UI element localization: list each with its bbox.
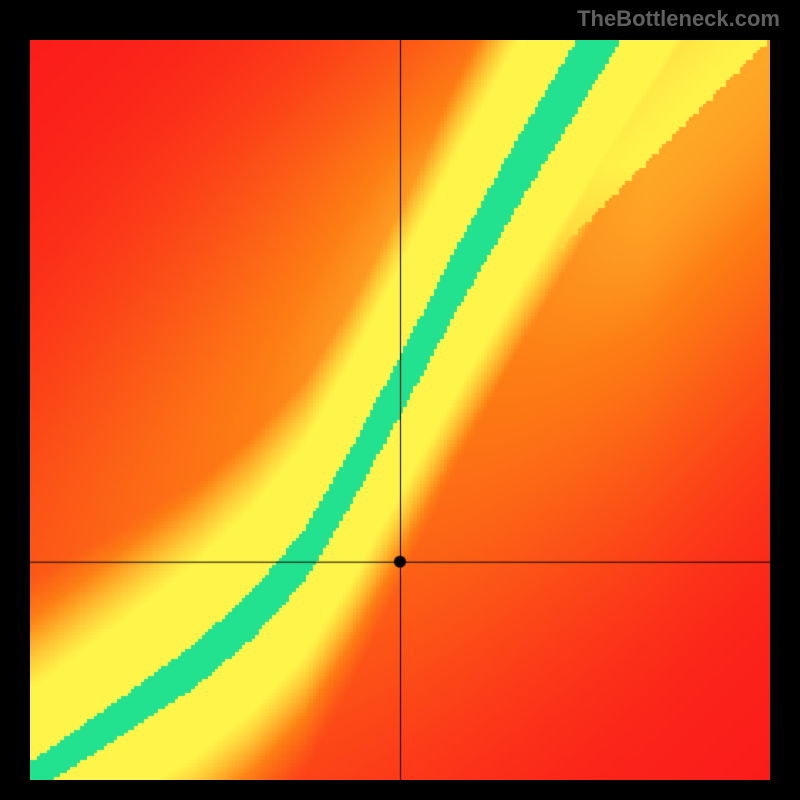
chart-container: TheBottleneck.com <box>0 0 800 800</box>
heatmap-plot <box>30 40 770 780</box>
watermark-text: TheBottleneck.com <box>577 6 780 32</box>
